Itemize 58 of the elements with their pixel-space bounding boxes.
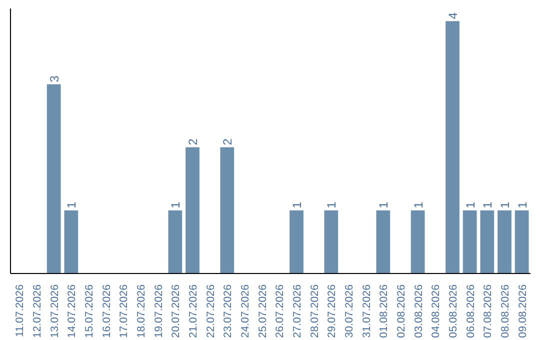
x-tick-label: 18.07.2026 — [136, 284, 148, 338]
data-label: 3 — [47, 75, 62, 82]
x-tick-label: 06.08.2026 — [464, 284, 477, 338]
data-label: 1 — [290, 201, 304, 208]
x-tick-label: 21.07.2026 — [188, 284, 200, 338]
x-tick-label: 03.08.2026 — [412, 284, 425, 338]
bar — [514, 210, 529, 274]
x-tick-label: 30.07.2026 — [344, 284, 356, 338]
bar — [64, 210, 78, 274]
x-tick-label: 26.07.2026 — [274, 284, 286, 338]
bar — [186, 147, 200, 274]
bar — [290, 210, 304, 274]
bar — [324, 210, 338, 274]
x-tick-label: 19.07.2026 — [152, 284, 165, 338]
x-tick-label: 22.07.2026 — [204, 284, 217, 338]
x-tick-label: 27.07.2026 — [292, 284, 304, 338]
data-label: 2 — [220, 138, 235, 146]
data-label: 1 — [463, 201, 478, 208]
bar — [498, 210, 512, 274]
bar — [168, 210, 182, 274]
x-tick-label: 25.07.2026 — [256, 284, 269, 338]
bar — [410, 210, 425, 274]
x-tick-label: 12.07.2026 — [32, 284, 44, 338]
x-tick-label: 09.08.2026 — [516, 284, 529, 338]
data-label: 1 — [376, 201, 391, 208]
bar — [462, 210, 477, 274]
data-label: 1 — [498, 201, 512, 208]
x-tick-label: 14.07.2026 — [66, 284, 78, 338]
data-label: 1 — [480, 201, 495, 208]
bar — [220, 147, 234, 274]
x-tick-label: 15.07.2026 — [84, 284, 96, 338]
x-tick-label: 02.08.2026 — [396, 284, 408, 338]
data-label: 1 — [168, 201, 183, 208]
bar — [376, 210, 390, 274]
x-tick-label: 11.07.2026 — [14, 284, 26, 338]
data-label: 1 — [64, 201, 79, 208]
data-label: 1 — [411, 201, 426, 208]
data-label: 4 — [446, 12, 460, 20]
x-tick-label: 01.08.2026 — [378, 284, 390, 338]
x-tick-label: 05.08.2026 — [448, 284, 460, 338]
x-tick-label: 24.07.2026 — [240, 284, 252, 338]
x-tick-label: 31.07.2026 — [360, 284, 373, 338]
x-tick-label: 20.07.2026 — [170, 284, 182, 338]
x-tick-label: 13.07.2026 — [48, 284, 61, 338]
x-tick-label: 17.07.2026 — [118, 284, 130, 338]
data-label: 1 — [324, 201, 339, 208]
x-tick-label: 08.08.2026 — [500, 284, 512, 338]
x-tick-label: 16.07.2026 — [100, 284, 113, 338]
x-tick-label: 29.07.2026 — [326, 284, 338, 338]
data-label: 2 — [186, 138, 200, 146]
x-tick-label: 07.08.2026 — [482, 284, 494, 338]
bar — [480, 210, 494, 274]
x-tick-label: 04.08.2026 — [430, 284, 442, 338]
data-label: 1 — [515, 201, 530, 208]
x-tick-label: 23.07.2026 — [222, 284, 234, 338]
x-tick-label: 28.07.2026 — [308, 284, 321, 338]
bar — [446, 21, 460, 274]
bar — [46, 84, 61, 274]
